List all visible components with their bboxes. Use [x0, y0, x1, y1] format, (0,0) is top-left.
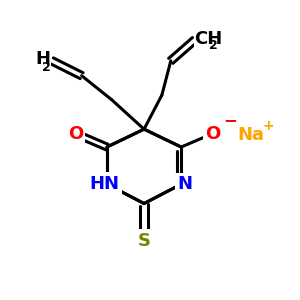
Text: Na: Na	[238, 126, 265, 144]
Text: N: N	[177, 175, 192, 193]
Text: CH: CH	[195, 29, 223, 47]
Text: S: S	[138, 232, 151, 250]
Text: O: O	[68, 125, 83, 143]
Text: O: O	[205, 125, 220, 143]
Text: 2: 2	[42, 61, 50, 74]
Text: H: H	[35, 50, 50, 68]
Text: 2: 2	[208, 39, 217, 52]
Text: HN: HN	[89, 175, 119, 193]
Text: +: +	[262, 118, 274, 133]
Text: −: −	[224, 111, 238, 129]
